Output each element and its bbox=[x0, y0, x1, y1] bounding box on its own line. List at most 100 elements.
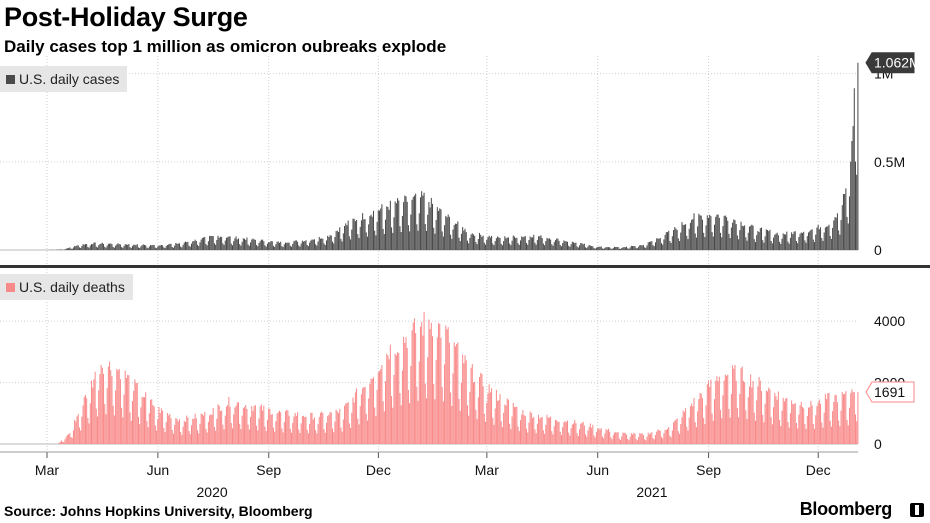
cases-bar bbox=[230, 243, 232, 250]
cases-bar bbox=[162, 245, 164, 250]
deaths-bar bbox=[230, 422, 232, 444]
deaths-bar bbox=[401, 370, 403, 444]
deaths-bar bbox=[250, 416, 252, 444]
cases-last-value-box bbox=[865, 52, 915, 74]
deaths-bar bbox=[794, 403, 796, 444]
cases-bar bbox=[568, 245, 570, 250]
cases-bar bbox=[66, 248, 68, 250]
cases-bar bbox=[228, 236, 230, 250]
cases-bar bbox=[222, 243, 224, 250]
deaths-bar bbox=[293, 416, 295, 444]
deaths-bar bbox=[664, 430, 666, 444]
cases-bar bbox=[648, 241, 650, 250]
cases-bar bbox=[776, 232, 778, 250]
deaths-bar bbox=[712, 420, 714, 444]
deaths-bar bbox=[277, 412, 279, 444]
deaths-bar bbox=[299, 433, 301, 444]
cases-bar bbox=[297, 241, 299, 250]
deaths-bar bbox=[729, 417, 731, 444]
deaths-bar bbox=[851, 389, 853, 444]
cases-bar bbox=[363, 219, 365, 250]
deaths-bar bbox=[609, 431, 611, 444]
cases-bar bbox=[782, 233, 784, 250]
cases-bar bbox=[564, 241, 566, 250]
deaths-bar bbox=[739, 394, 741, 444]
cases-bar bbox=[616, 246, 618, 250]
cases-bar bbox=[521, 236, 523, 250]
deaths-bar bbox=[498, 400, 500, 444]
deaths-bar bbox=[411, 330, 413, 444]
deaths-bar bbox=[162, 410, 164, 444]
cases-bar bbox=[292, 243, 294, 250]
deaths-bar bbox=[674, 420, 676, 444]
cases-bar bbox=[758, 232, 760, 250]
cases-bar bbox=[516, 237, 518, 250]
cases-bar bbox=[134, 244, 136, 250]
deaths-bar bbox=[523, 415, 525, 444]
deaths-bar bbox=[603, 438, 605, 444]
cases-bar bbox=[241, 241, 243, 250]
cases-bar bbox=[154, 247, 156, 250]
cases-bar bbox=[754, 242, 756, 250]
cases-bar bbox=[99, 244, 101, 250]
cases-bar bbox=[716, 214, 718, 250]
deaths-bar bbox=[524, 415, 526, 444]
deaths-bar bbox=[832, 411, 834, 444]
deaths-bar bbox=[468, 415, 470, 444]
cases-bar bbox=[324, 245, 326, 250]
cases-bar bbox=[560, 246, 562, 250]
deaths-bar bbox=[647, 432, 649, 444]
cases-bar bbox=[87, 246, 89, 250]
deaths-bar bbox=[706, 384, 708, 444]
cases-bar bbox=[841, 205, 843, 250]
deaths-bar bbox=[322, 412, 324, 444]
cases-bar bbox=[245, 239, 247, 250]
deaths-bar bbox=[668, 427, 670, 444]
deaths-bar bbox=[765, 390, 767, 444]
deaths-bar bbox=[327, 416, 329, 444]
deaths-bar bbox=[691, 403, 693, 444]
deaths-last-value-tag: 1691 bbox=[865, 381, 915, 403]
cases-bar bbox=[600, 246, 602, 250]
deaths-bar bbox=[119, 379, 121, 444]
cases-bar bbox=[528, 240, 530, 250]
cases-bar bbox=[524, 236, 526, 250]
cases-bar bbox=[709, 214, 711, 250]
deaths-bar bbox=[216, 418, 218, 444]
cases-bar bbox=[793, 231, 795, 250]
x-tick-label: Mar bbox=[475, 462, 499, 478]
cases-bar bbox=[503, 241, 505, 250]
cases-bar bbox=[823, 232, 825, 250]
deaths-bar bbox=[673, 422, 675, 444]
cases-bar bbox=[799, 233, 801, 250]
cases-legend: U.S. daily cases bbox=[0, 66, 128, 92]
deaths-bar bbox=[714, 399, 716, 444]
cases-bar bbox=[551, 244, 553, 250]
deaths-bar bbox=[439, 323, 441, 444]
cases-bar bbox=[152, 244, 154, 250]
cases-bar bbox=[435, 220, 437, 250]
deaths-bar bbox=[65, 436, 67, 444]
cases-bar bbox=[159, 245, 161, 250]
cases-bar bbox=[393, 217, 395, 250]
cases-bar bbox=[231, 245, 233, 250]
deaths-bar bbox=[285, 411, 287, 444]
cases-bar bbox=[80, 247, 82, 250]
cases-bar bbox=[223, 244, 225, 250]
deaths-bar bbox=[312, 419, 314, 444]
deaths-bar bbox=[424, 383, 426, 444]
cases-bar bbox=[291, 246, 293, 250]
deaths-bar bbox=[219, 411, 221, 444]
deaths-bar bbox=[371, 378, 373, 444]
cases-bar bbox=[569, 246, 571, 250]
deaths-bar bbox=[733, 368, 735, 444]
deaths-bar bbox=[575, 423, 577, 444]
deaths-bar bbox=[526, 428, 528, 444]
cases-bar bbox=[654, 242, 656, 250]
deaths-bar bbox=[429, 329, 431, 444]
cases-bar bbox=[410, 214, 412, 250]
deaths-bar bbox=[386, 353, 388, 444]
deaths-bar bbox=[601, 436, 603, 444]
cases-bar bbox=[288, 242, 290, 250]
cases-bar bbox=[636, 248, 638, 250]
